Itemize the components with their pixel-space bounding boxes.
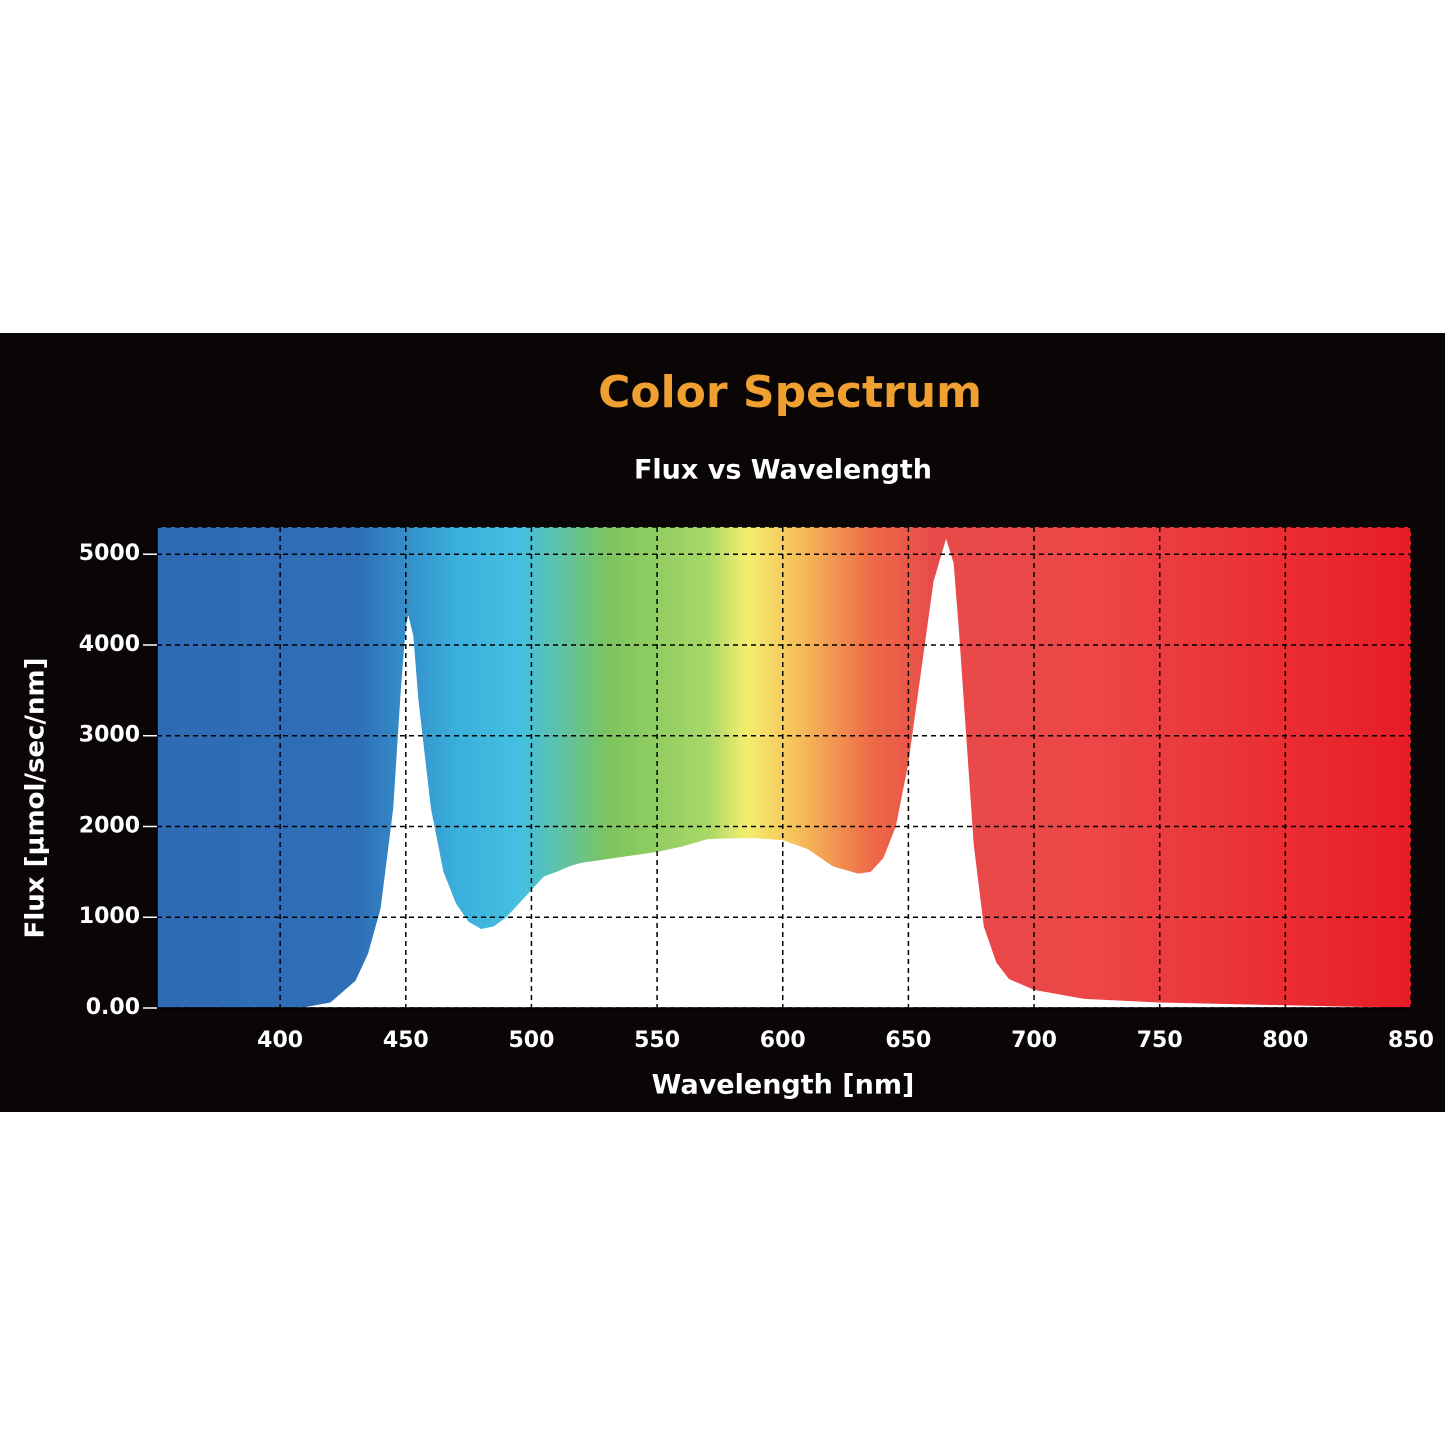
x-axis-label: Wavelength [nm] bbox=[652, 1070, 915, 1101]
x-tick-label: 550 bbox=[634, 1028, 680, 1053]
y-axis-label: Flux [µmol/sec/nm] bbox=[21, 658, 51, 939]
x-tick-label: 800 bbox=[1262, 1028, 1308, 1053]
x-tick-label: 750 bbox=[1137, 1028, 1183, 1053]
y-tick-label: 0.00 bbox=[86, 995, 140, 1020]
y-tick-label: 4000 bbox=[79, 632, 140, 657]
grid bbox=[156, 526, 1412, 1009]
x-tick-label: 600 bbox=[760, 1028, 806, 1053]
y-tick-label: 5000 bbox=[79, 541, 140, 566]
y-tick-label: 2000 bbox=[79, 813, 140, 838]
y-tick-label: 3000 bbox=[79, 723, 140, 748]
plot-area bbox=[280, 538, 1411, 1008]
x-tick-label: 450 bbox=[383, 1028, 429, 1053]
x-tick-label: 700 bbox=[1011, 1028, 1057, 1053]
x-tick-label: 400 bbox=[257, 1028, 303, 1053]
x-tick-label: 650 bbox=[885, 1028, 931, 1053]
x-tick-label: 500 bbox=[508, 1028, 554, 1053]
y-tick-label: 1000 bbox=[79, 904, 140, 929]
chart-subtitle: Flux vs Wavelength bbox=[634, 455, 932, 486]
chart-title: Color Spectrum bbox=[598, 367, 982, 418]
area bbox=[280, 538, 1411, 1008]
x-tick-label: 850 bbox=[1388, 1028, 1434, 1053]
